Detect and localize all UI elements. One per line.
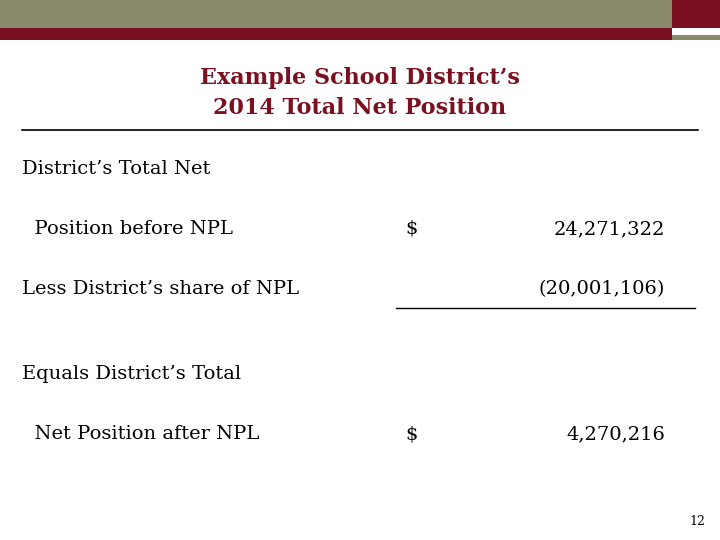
Bar	[0, 0, 672, 28]
Text: $: $	[405, 220, 418, 238]
Text: Less District’s share of NPL: Less District’s share of NPL	[22, 280, 299, 298]
Bar	[672, 35, 720, 40]
Text: 12: 12	[689, 515, 705, 528]
Bar	[0, 28, 672, 40]
Text: 2014 Total Net Position: 2014 Total Net Position	[213, 97, 507, 119]
Text: (20,001,106): (20,001,106)	[539, 280, 665, 298]
Text: 24,271,322: 24,271,322	[554, 220, 665, 238]
Text: District’s Total Net: District’s Total Net	[22, 160, 210, 178]
Text: Position before NPL: Position before NPL	[22, 220, 233, 238]
Text: 4,270,216: 4,270,216	[566, 425, 665, 443]
Text: $: $	[405, 425, 418, 443]
Text: Equals District’s Total: Equals District’s Total	[22, 365, 241, 383]
Text: Example School District’s: Example School District’s	[200, 67, 520, 89]
Text: Net Position after NPL: Net Position after NPL	[22, 425, 259, 443]
Bar	[672, 0, 720, 28]
